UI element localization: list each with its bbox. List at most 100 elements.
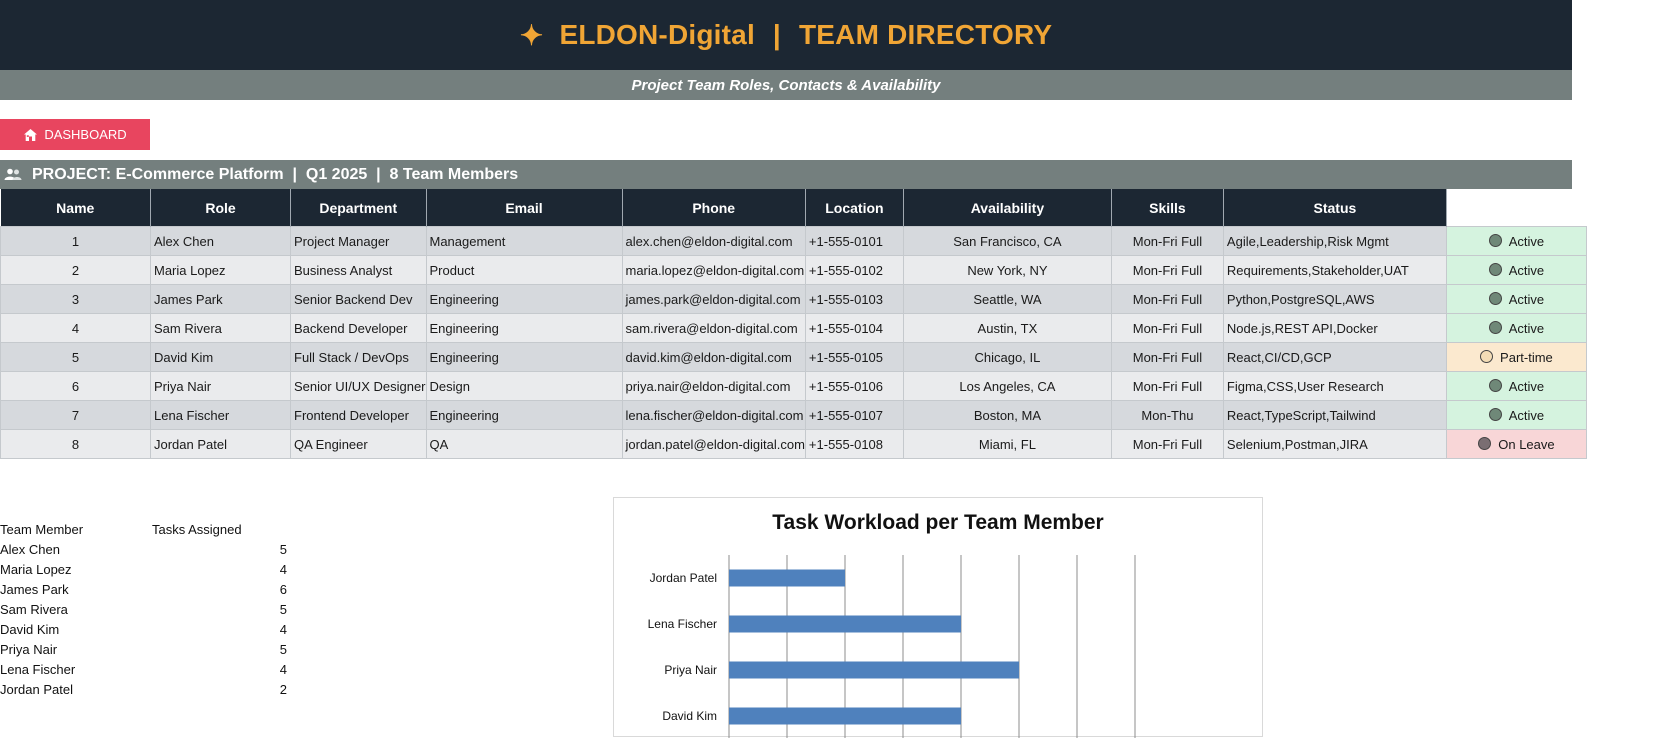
member-availability[interactable]: Mon-Thu: [1110, 400, 1224, 430]
member-email[interactable]: jordan.patel@eldon-digital.com: [621, 429, 806, 459]
status-badge[interactable]: Active: [1445, 226, 1587, 256]
row-number[interactable]: 5: [0, 342, 151, 372]
member-availability[interactable]: Mon-Fri Full: [1110, 371, 1224, 401]
workload-col-member[interactable]: Team Member: [0, 522, 84, 537]
workload-member[interactable]: Alex Chen: [0, 542, 60, 557]
workload-tasks[interactable]: 5: [279, 642, 287, 657]
member-skills[interactable]: Requirements,Stakeholder,UAT: [1222, 255, 1447, 285]
member-email[interactable]: james.park@eldon-digital.com: [621, 284, 806, 314]
table-row[interactable]: 1 Alex Chen Project Manager Management a…: [0, 226, 1587, 256]
workload-tasks[interactable]: 2: [279, 682, 287, 697]
member-role[interactable]: Full Stack / DevOps: [290, 342, 427, 372]
member-role[interactable]: Frontend Developer: [290, 400, 427, 430]
workload-member[interactable]: Maria Lopez: [0, 562, 72, 577]
member-skills[interactable]: Python,PostgreSQL,AWS: [1222, 284, 1447, 314]
workload-member[interactable]: Priya Nair: [0, 642, 58, 657]
member-skills[interactable]: Selenium,Postman,JIRA: [1222, 429, 1447, 459]
member-availability[interactable]: Mon-Fri Full: [1110, 255, 1224, 285]
row-number[interactable]: 4: [0, 313, 151, 343]
member-name[interactable]: Lena Fischer: [150, 400, 291, 430]
member-availability[interactable]: Mon-Fri Full: [1110, 284, 1224, 314]
member-phone[interactable]: +1-555-0101: [804, 226, 904, 256]
member-location[interactable]: Miami, FL: [902, 429, 1112, 459]
status-badge[interactable]: Active: [1445, 400, 1587, 430]
member-phone[interactable]: +1-555-0104: [804, 313, 904, 343]
member-department[interactable]: Design: [425, 371, 623, 401]
table-row[interactable]: 3 James Park Senior Backend Dev Engineer…: [0, 284, 1587, 314]
member-availability[interactable]: Mon-Fri Full: [1110, 226, 1224, 256]
table-row[interactable]: 8 Jordan Patel QA Engineer QA jordan.pat…: [0, 429, 1587, 459]
member-location[interactable]: Austin, TX: [902, 313, 1112, 343]
member-name[interactable]: Maria Lopez: [150, 255, 291, 285]
member-role[interactable]: Senior Backend Dev: [290, 284, 427, 314]
member-phone[interactable]: +1-555-0102: [804, 255, 904, 285]
member-phone[interactable]: +1-555-0108: [804, 429, 904, 459]
workload-member[interactable]: Lena Fischer: [0, 662, 76, 677]
member-email[interactable]: lena.fischer@eldon-digital.com: [621, 400, 806, 430]
member-email[interactable]: david.kim@eldon-digital.com: [621, 342, 806, 372]
col-header-name[interactable]: Name: [0, 189, 151, 227]
member-department[interactable]: Management: [425, 226, 623, 256]
member-name[interactable]: David Kim: [150, 342, 291, 372]
row-number[interactable]: 2: [0, 255, 151, 285]
col-header-availability[interactable]: Availability: [903, 189, 1112, 227]
row-number[interactable]: 8: [0, 429, 151, 459]
dashboard-button[interactable]: DASHBOARD: [0, 119, 150, 150]
status-badge[interactable]: Active: [1445, 255, 1587, 285]
member-availability[interactable]: Mon-Fri Full: [1110, 429, 1224, 459]
status-badge[interactable]: Active: [1445, 371, 1587, 401]
col-header-phone[interactable]: Phone: [622, 189, 806, 227]
workload-tasks[interactable]: 5: [279, 542, 287, 557]
member-location[interactable]: Los Angeles, CA: [902, 371, 1112, 401]
member-email[interactable]: maria.lopez@eldon-digital.com: [621, 255, 806, 285]
member-department[interactable]: Engineering: [425, 284, 623, 314]
member-name[interactable]: Sam Rivera: [150, 313, 291, 343]
workload-tasks[interactable]: 4: [279, 622, 287, 637]
member-location[interactable]: Seattle, WA: [902, 284, 1112, 314]
member-phone[interactable]: +1-555-0106: [804, 371, 904, 401]
member-role[interactable]: Business Analyst: [290, 255, 427, 285]
chart-bar[interactable]: [729, 569, 845, 587]
member-phone[interactable]: +1-555-0105: [804, 342, 904, 372]
member-name[interactable]: Alex Chen: [150, 226, 291, 256]
member-department[interactable]: QA: [425, 429, 623, 459]
col-header-skills[interactable]: Skills: [1111, 189, 1224, 227]
workload-tasks[interactable]: 4: [279, 662, 287, 677]
workload-tasks[interactable]: 5: [279, 602, 287, 617]
chart-bar[interactable]: [729, 707, 961, 725]
member-skills[interactable]: Node.js,REST API,Docker: [1222, 313, 1447, 343]
chart-bar[interactable]: [729, 661, 1019, 679]
col-header-department[interactable]: Department: [290, 189, 427, 227]
member-availability[interactable]: Mon-Fri Full: [1110, 313, 1224, 343]
status-badge[interactable]: Active: [1445, 284, 1587, 314]
status-badge[interactable]: Part-time: [1445, 342, 1587, 372]
workload-member[interactable]: David Kim: [0, 622, 60, 637]
col-header-location[interactable]: Location: [805, 189, 904, 227]
member-location[interactable]: San Francisco, CA: [902, 226, 1112, 256]
chart-bar[interactable]: [729, 615, 961, 633]
col-header-status[interactable]: Status: [1223, 189, 1447, 227]
member-name[interactable]: Priya Nair: [150, 371, 291, 401]
status-badge[interactable]: On Leave: [1445, 429, 1587, 459]
row-number[interactable]: 3: [0, 284, 151, 314]
member-email[interactable]: priya.nair@eldon-digital.com: [621, 371, 806, 401]
member-name[interactable]: James Park: [150, 284, 291, 314]
member-location[interactable]: Boston, MA: [902, 400, 1112, 430]
table-row[interactable]: 4 Sam Rivera Backend Developer Engineeri…: [0, 313, 1587, 343]
member-location[interactable]: New York, NY: [902, 255, 1112, 285]
member-department[interactable]: Engineering: [425, 400, 623, 430]
member-email[interactable]: alex.chen@eldon-digital.com: [621, 226, 806, 256]
table-row[interactable]: 5 David Kim Full Stack / DevOps Engineer…: [0, 342, 1587, 372]
member-location[interactable]: Chicago, IL: [902, 342, 1112, 372]
workload-member[interactable]: Jordan Patel: [0, 682, 73, 697]
member-skills[interactable]: Agile,Leadership,Risk Mgmt: [1222, 226, 1447, 256]
member-department[interactable]: Engineering: [425, 313, 623, 343]
member-role[interactable]: Project Manager: [290, 226, 427, 256]
member-phone[interactable]: +1-555-0103: [804, 284, 904, 314]
table-row[interactable]: 6 Priya Nair Senior UI/UX Designer Desig…: [0, 371, 1587, 401]
table-row[interactable]: 2 Maria Lopez Business Analyst Product m…: [0, 255, 1587, 285]
col-header-role[interactable]: Role: [150, 189, 291, 227]
member-availability[interactable]: Mon-Fri Full: [1110, 342, 1224, 372]
row-number[interactable]: 6: [0, 371, 151, 401]
table-row[interactable]: 7 Lena Fischer Frontend Developer Engine…: [0, 400, 1587, 430]
